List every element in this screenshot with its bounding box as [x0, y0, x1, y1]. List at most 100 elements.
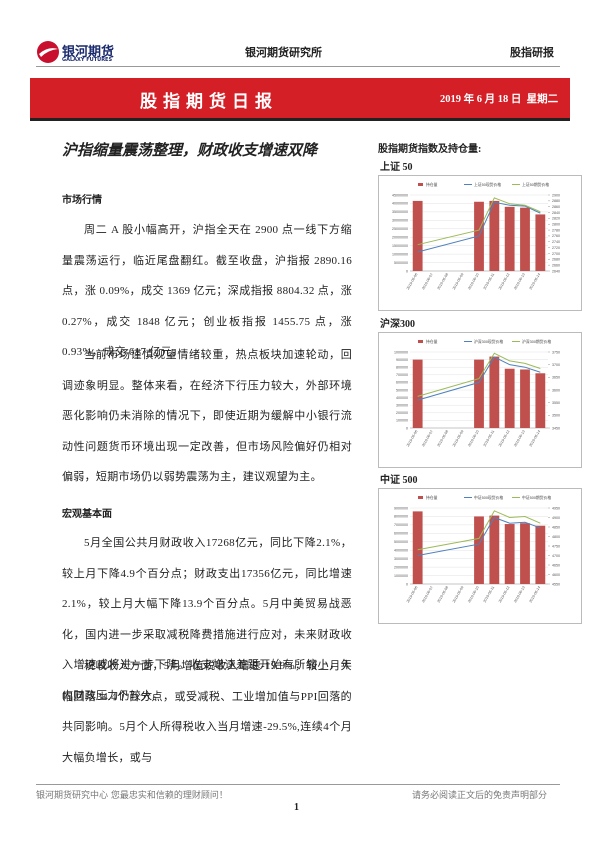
- y-tick-label: 200000: [396, 411, 408, 415]
- bar: [535, 373, 546, 428]
- legend-label: 中证500现货价格: [474, 495, 503, 500]
- y2-tick-label: 3600: [552, 388, 560, 392]
- y2-tick-label: 3700: [552, 363, 560, 367]
- y2-tick-label: 2700: [552, 252, 560, 256]
- bar: [504, 206, 515, 271]
- y2-tick-label: 2820: [552, 217, 560, 221]
- y-tick-label: 9000000: [394, 506, 408, 510]
- legend-swatch: [418, 183, 423, 186]
- footer-right: 请务必阅读正文后的免责声明部分: [412, 791, 548, 801]
- y-tick-label: 0: [406, 582, 408, 586]
- paragraph: 税收收入方面，5月增值税收入增速-19.9%，较上月大幅回落34.4个百分点，或…: [62, 660, 352, 764]
- y2-tick-label: 2800: [552, 223, 560, 227]
- y-tick-label: 10000000: [392, 252, 408, 256]
- y-tick-label: 35000000: [392, 210, 408, 214]
- logo-en: GALAXY FUTURES: [62, 57, 113, 63]
- chart-name: 沪深300: [380, 319, 415, 330]
- y2-tick-label: 4850: [552, 525, 560, 529]
- y2-tick-label: 2860: [552, 205, 560, 209]
- y-tick-label: 1000000: [394, 350, 408, 354]
- legend-label: 中证500期货价格: [522, 495, 551, 500]
- y2-tick-label: 4750: [552, 544, 560, 548]
- section-heading: 市场行情: [62, 195, 102, 206]
- legend-label: 持仓量: [426, 182, 438, 187]
- y-tick-label: 3000000: [394, 557, 408, 561]
- y-tick-label: 4000000: [394, 549, 408, 553]
- bar: [535, 525, 546, 584]
- y2-tick-label: 2780: [552, 228, 560, 232]
- y-tick-label: 900000: [396, 358, 408, 362]
- y-tick-label: 6000000: [394, 532, 408, 536]
- logo-cn: 银河期货: [62, 45, 115, 60]
- y-tick-label: 0: [406, 269, 408, 273]
- bar: [412, 200, 423, 271]
- bar: [412, 359, 423, 428]
- legend-label: 上证50期货价格: [522, 182, 549, 187]
- banner-date: 2019 年 6 月 18 日 星期二: [440, 94, 559, 105]
- line: [417, 352, 541, 397]
- bar: [504, 524, 515, 584]
- line: [417, 356, 541, 401]
- y2-tick-label: 4800: [552, 535, 560, 539]
- line: [417, 516, 541, 556]
- bar: [474, 516, 484, 584]
- y-tick-label: 20000000: [392, 236, 408, 240]
- section-heading: 宏观基本面: [62, 509, 112, 520]
- bar: [489, 515, 500, 584]
- y2-tick-label: 2640: [552, 269, 560, 273]
- y2-tick-label: 4600: [552, 573, 560, 577]
- paragraph: 5月全国公共月财政收入17268亿元，同比下降2.1%，较上月下降4.9个百分点…: [62, 537, 352, 702]
- legend-swatch: [418, 496, 423, 499]
- bar: [489, 200, 500, 271]
- chart: 0 1000000 2000000 3000000 4000000 5000000 6000…: [378, 488, 582, 624]
- sidebar-title: 股指期货指数及持仓量:: [378, 144, 482, 155]
- bar: [504, 368, 515, 428]
- y-tick-label: 800000: [396, 366, 408, 370]
- paragraph: 周二 A 股小幅高开，沪指全天在 2900 点一线下方缩量震荡运行，临近尾盘翻红…: [62, 224, 352, 358]
- y-tick-label: 600000: [396, 381, 408, 385]
- line: [417, 197, 541, 246]
- y2-tick-label: 3500: [552, 414, 560, 418]
- legend-label: 上证50现货价格: [474, 182, 501, 187]
- y-tick-label: 15000000: [392, 244, 408, 248]
- y-tick-label: 2000000: [394, 565, 408, 569]
- logo-icon: [37, 41, 59, 63]
- y2-tick-label: 2660: [552, 263, 560, 267]
- y2-tick-label: 3550: [552, 401, 560, 405]
- y-tick-label: 40000000: [392, 202, 408, 206]
- y2-tick-label: 4650: [552, 563, 560, 567]
- y2-tick-label: 3450: [552, 426, 560, 430]
- y2-tick-label: 4950: [552, 506, 560, 510]
- bar: [474, 359, 484, 428]
- line: [417, 201, 541, 253]
- y2-tick-label: 3750: [552, 350, 560, 354]
- y-tick-label: 300000: [396, 404, 408, 408]
- bar: [520, 207, 530, 271]
- chart: 0 5000000 10000000 15000000 20000000 25000000…: [378, 175, 582, 311]
- chart: 0 100000 200000 300000 400000 500000 600000 700…: [378, 332, 582, 468]
- banner-title: 股指期货日报: [140, 92, 278, 111]
- y-tick-label: 30000000: [392, 219, 408, 223]
- chart-name: 中证 500: [380, 475, 418, 486]
- header-rule: [36, 66, 560, 67]
- bar: [520, 369, 530, 428]
- y2-tick-label: 4900: [552, 516, 560, 520]
- legend-label: 持仓量: [426, 495, 438, 500]
- institute: 银河期货研究所: [245, 46, 322, 59]
- bar: [520, 523, 530, 584]
- y-tick-label: 8000000: [394, 515, 408, 519]
- y-tick-label: 500000: [396, 388, 408, 392]
- footer-rule: [36, 784, 560, 785]
- y2-tick-label: 2680: [552, 258, 560, 262]
- y-tick-label: 1000000: [394, 574, 408, 578]
- y-tick-label: 700000: [396, 373, 408, 377]
- y2-tick-label: 2740: [552, 240, 560, 244]
- line: [417, 510, 541, 551]
- chart-name: 上证 50: [380, 162, 413, 173]
- y2-tick-label: 4550: [552, 582, 560, 586]
- banner: [30, 78, 570, 121]
- y-tick-label: 100000: [396, 419, 408, 423]
- y2-tick-label: 2760: [552, 234, 560, 238]
- y-tick-label: 25000000: [392, 227, 408, 231]
